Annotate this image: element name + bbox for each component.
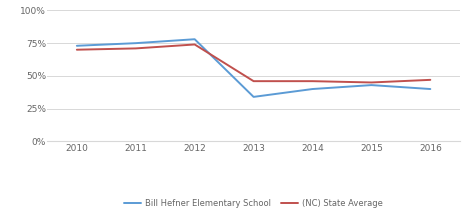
- Line: Bill Hefner Elementary School: Bill Hefner Elementary School: [77, 39, 430, 97]
- Legend: Bill Hefner Elementary School, (NC) State Average: Bill Hefner Elementary School, (NC) Stat…: [121, 195, 386, 208]
- Bill Hefner Elementary School: [192, 38, 198, 41]
- Bill Hefner Elementary School: [74, 45, 80, 47]
- Bill Hefner Elementary School: [251, 96, 256, 98]
- (NC) State Average: [74, 48, 80, 51]
- (NC) State Average: [251, 80, 256, 82]
- Bill Hefner Elementary School: [428, 88, 433, 90]
- Line: (NC) State Average: (NC) State Average: [77, 45, 430, 82]
- Bill Hefner Elementary School: [369, 84, 374, 86]
- Bill Hefner Elementary School: [133, 42, 138, 45]
- (NC) State Average: [192, 43, 198, 46]
- (NC) State Average: [428, 79, 433, 81]
- Bill Hefner Elementary School: [310, 88, 315, 90]
- (NC) State Average: [310, 80, 315, 82]
- (NC) State Average: [369, 81, 374, 84]
- (NC) State Average: [133, 47, 138, 50]
